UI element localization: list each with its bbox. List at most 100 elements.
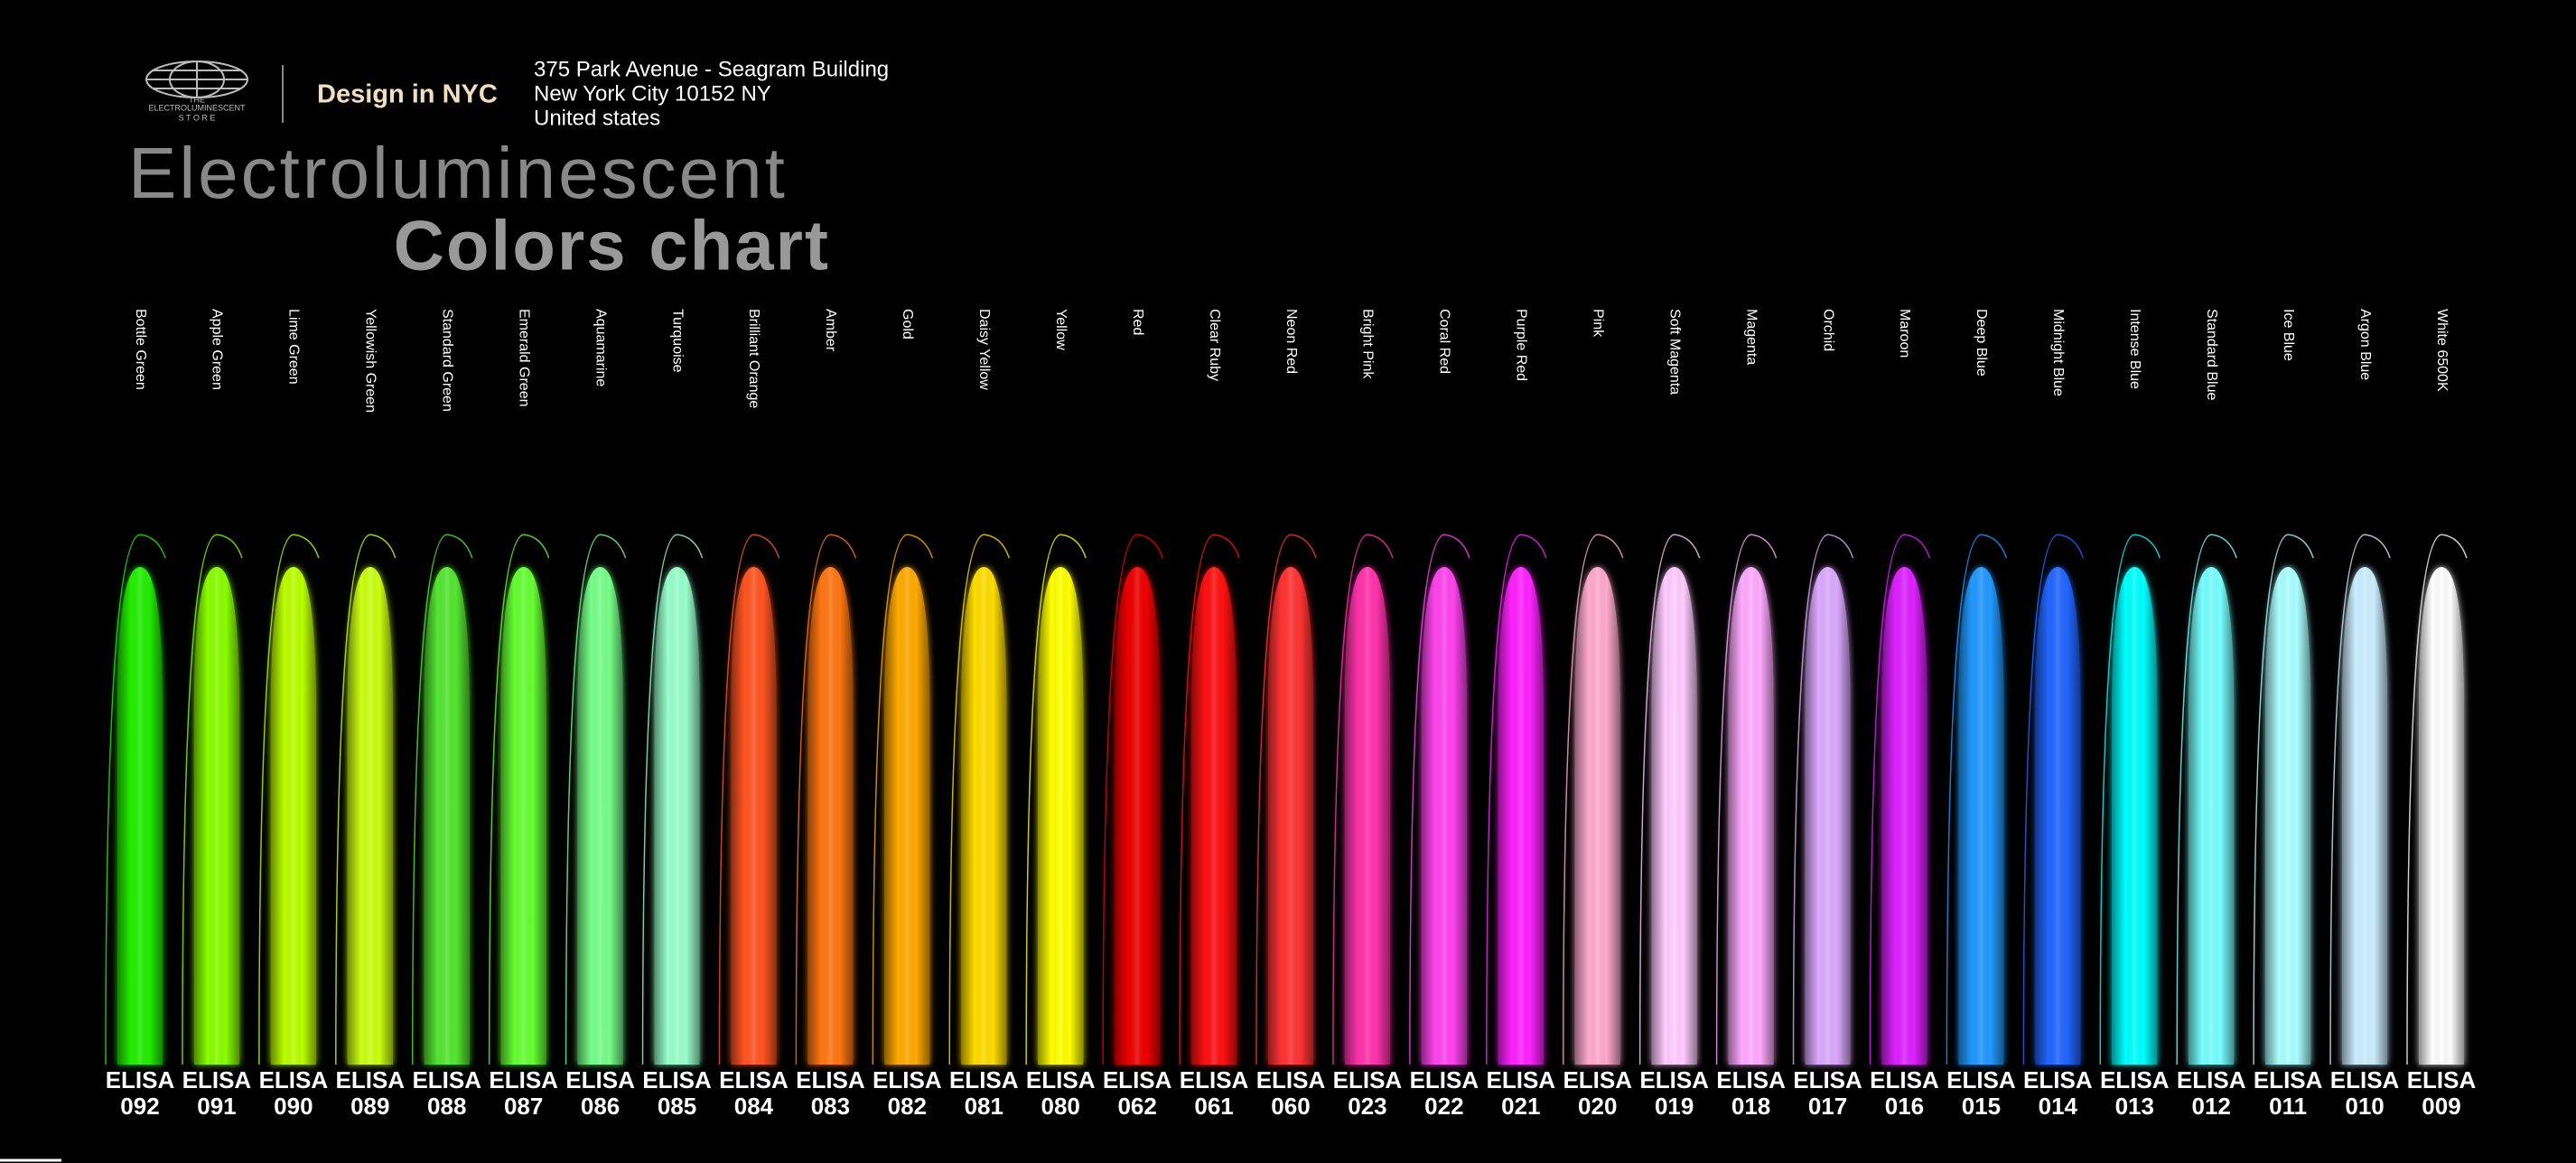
color-name: Lime Green <box>286 309 302 385</box>
color-name: Aquamarine <box>593 309 608 386</box>
swatch-shade <box>961 567 1007 1065</box>
color-name: Argon Blue <box>2357 309 2373 380</box>
code-label: 021 <box>1501 1093 1540 1120</box>
brand-label: ELISA <box>182 1066 252 1093</box>
arc <box>1981 534 2008 559</box>
brand-label: ELISA <box>1946 1066 2016 1093</box>
arc <box>1869 534 1905 1065</box>
arc <box>1332 534 1368 1065</box>
arc <box>718 534 754 1065</box>
code-label: 015 <box>1962 1093 2001 1120</box>
brand-label: ELISA <box>2407 1066 2477 1093</box>
swatch-shade <box>1651 567 1697 1065</box>
color-name: Bottle Green <box>133 309 148 390</box>
brand-label: ELISA <box>2330 1066 2400 1093</box>
arc <box>872 534 908 1065</box>
brand-label: ELISA <box>1333 1066 1403 1093</box>
code-label: 010 <box>2345 1093 2384 1120</box>
code-label: 011 <box>2269 1093 2307 1120</box>
color-name: Standard Blue <box>2204 309 2219 401</box>
color-name: Apple Green <box>210 309 225 390</box>
color-name: Gold <box>900 309 915 340</box>
swatch-shade <box>577 567 623 1065</box>
swatch-shade <box>1421 567 1467 1065</box>
arc <box>795 534 831 1065</box>
code-label: 082 <box>888 1093 927 1120</box>
arc <box>1674 534 1701 559</box>
brand-label: ELISA <box>106 1066 175 1093</box>
arc <box>2329 534 2366 1065</box>
brand-label: ELISA <box>336 1066 406 1093</box>
arc <box>139 534 166 559</box>
code-label: 019 <box>1655 1093 1694 1120</box>
arc <box>1102 534 1138 1065</box>
code-label: 089 <box>350 1093 389 1120</box>
logo <box>145 60 248 98</box>
color-name: Maroon <box>1897 309 1912 358</box>
arc <box>907 534 934 559</box>
arc <box>2176 534 2212 1065</box>
color-name: Purple Red <box>1514 309 1529 381</box>
code-label: 091 <box>197 1093 236 1120</box>
swatch-shade <box>2035 567 2081 1065</box>
title: Electroluminescent <box>128 133 788 213</box>
swatch-shade <box>117 567 163 1065</box>
color-name: Magenta <box>1743 309 1759 365</box>
color-name: Red <box>1130 309 1145 335</box>
brand-label: ELISA <box>1639 1066 1709 1093</box>
swatch-shade <box>2419 567 2464 1065</box>
brand-label: ELISA <box>2023 1066 2093 1093</box>
swatch-shade <box>1881 567 1927 1065</box>
arc <box>1290 534 1317 559</box>
brand-label: ELISA <box>259 1066 329 1093</box>
brand-label: ELISA <box>796 1066 865 1093</box>
code-label: 084 <box>734 1093 774 1120</box>
swatch-shade <box>1498 567 1544 1065</box>
brand-label: ELISA <box>2254 1066 2323 1093</box>
arc <box>2406 534 2442 1065</box>
swatch-shade <box>1344 567 1390 1065</box>
arc <box>2253 534 2289 1065</box>
swatch-shade <box>424 567 470 1065</box>
arc <box>565 534 601 1065</box>
brand-label: ELISA <box>1870 1066 1939 1093</box>
arc <box>1213 534 1240 559</box>
color-name: Turquoise <box>669 309 685 373</box>
arc <box>293 534 320 559</box>
brand-label: ELISA <box>565 1066 635 1093</box>
color-name: Daisy Yellow <box>976 309 992 390</box>
swatch-shade <box>2112 567 2158 1065</box>
color-name: Amber <box>823 309 838 352</box>
arc <box>2058 534 2085 559</box>
arc <box>1946 534 1982 1065</box>
brand-label: ELISA <box>1716 1066 1786 1093</box>
swatch-shade <box>1805 567 1851 1065</box>
swatch-shade <box>807 567 854 1065</box>
swatch-shade <box>884 567 930 1065</box>
color-name: Coral Red <box>1437 309 1452 374</box>
arc <box>2134 534 2161 559</box>
swatch-shade <box>1728 567 1774 1065</box>
code-label: 092 <box>120 1093 159 1120</box>
color-name: Soft Magenta <box>1666 309 1682 395</box>
code-label: 018 <box>1731 1093 1770 1120</box>
swatch-shade <box>1268 567 1313 1065</box>
brand-label: ELISA <box>642 1066 712 1093</box>
arc <box>523 534 550 559</box>
logo-text: S T O R E <box>179 113 216 122</box>
arc <box>2288 534 2314 559</box>
arc <box>1486 534 1522 1065</box>
code-label: 090 <box>274 1093 313 1120</box>
arc <box>600 534 627 559</box>
code-label: 017 <box>1808 1093 1847 1120</box>
swatch-shade <box>1574 567 1620 1065</box>
brand-label: ELISA <box>412 1066 481 1093</box>
color-name: Emerald Green <box>516 309 531 407</box>
swatch-shade <box>2189 567 2235 1065</box>
color-name: Deep Blue <box>1974 309 1989 377</box>
logo-text: ELECTROLUMINESCENT <box>148 103 246 112</box>
code-label: 061 <box>1194 1093 1233 1120</box>
code-label: 009 <box>2422 1093 2460 1120</box>
brand-label: ELISA <box>1180 1066 1249 1093</box>
swatch-shade <box>654 567 700 1065</box>
